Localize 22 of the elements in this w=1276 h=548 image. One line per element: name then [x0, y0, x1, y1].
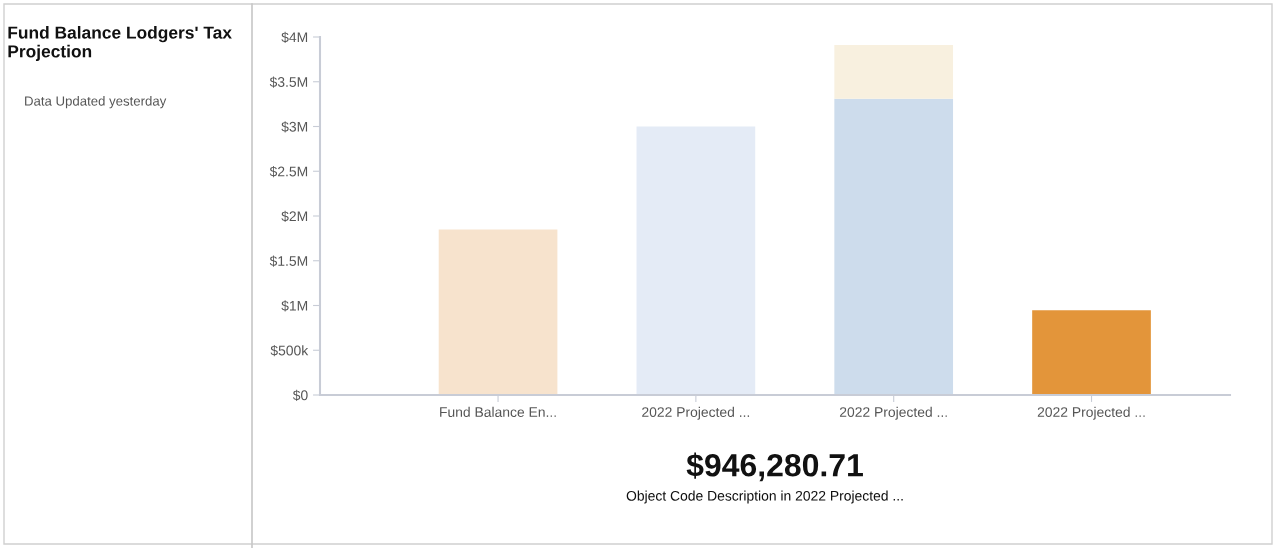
y-tick-label: $500k — [270, 345, 309, 357]
x-tick-label: Fund Balance En... — [440, 406, 556, 418]
text: Fund Balance Lodgers' Tax Projection — [8, 26, 232, 61]
text: Object Code Description in 2022 Projected ... — [626, 490, 903, 504]
y-tick-label: $2.5M — [269, 166, 308, 178]
bar — [834, 45, 954, 99]
y-tick-label: $2M — [281, 210, 308, 222]
text: $946,280.71 — [686, 452, 863, 482]
bar — [438, 229, 558, 395]
y-tick-label: $3.5M — [269, 76, 308, 88]
x-tick-label: 2022 Projected ... — [839, 406, 947, 420]
text: Data Updated yesterday — [25, 96, 167, 109]
x-tick-label: 2022 Projected ... — [1037, 406, 1145, 420]
y-tick-label: $1.5M — [269, 255, 308, 267]
y-tick-label: $3M — [281, 121, 308, 133]
y-tick-label: $4M — [281, 31, 308, 43]
x-tick-label: 2022 Projected ... — [642, 406, 750, 420]
bar — [636, 126, 756, 395]
bar — [1032, 310, 1151, 395]
y-tick-label: $1M — [281, 300, 308, 312]
bar — [834, 98, 954, 395]
y-tick-label: $0 — [292, 389, 308, 401]
